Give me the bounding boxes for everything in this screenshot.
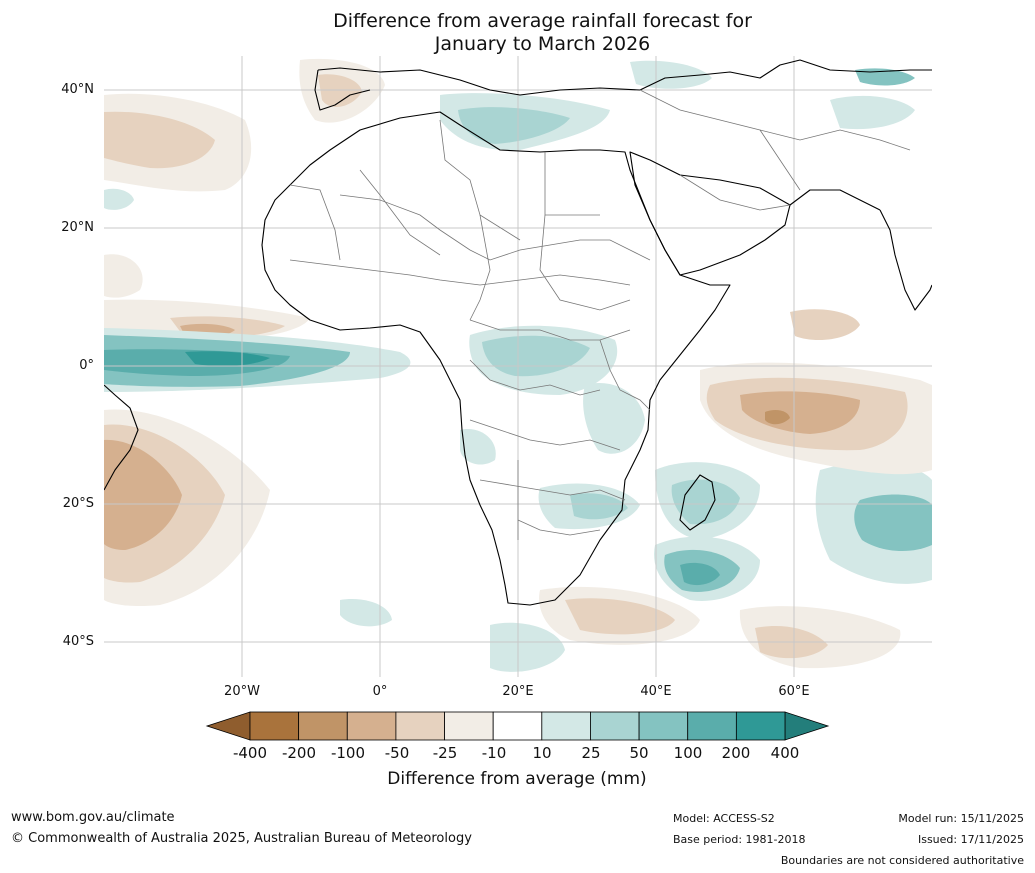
border-angola-zambia <box>469 419 621 451</box>
border-southern-africa <box>479 479 626 501</box>
border-central-africa <box>469 319 631 341</box>
legend-color-swatch <box>298 711 348 741</box>
wet-patch-south-atlantic <box>340 599 392 627</box>
footer-issued: Issued: 17/11/2025 <box>917 833 1024 846</box>
legend-level-label: -50 <box>384 744 410 762</box>
lat-label-40n: 40°N <box>61 82 94 97</box>
coastlines <box>104 59 932 606</box>
wet-zone-caspian <box>830 95 915 130</box>
legend-color-swatch <box>492 711 543 741</box>
lon-label-40e: 40°E <box>640 684 672 699</box>
legend-title: Difference from average (mm) <box>387 769 647 789</box>
coastline-persian-gulf <box>789 189 881 211</box>
wet-zone-south-indian-core <box>680 562 720 586</box>
lat-label-20s: 20°S <box>62 496 94 511</box>
dry-patch-arabian-sea <box>790 309 860 341</box>
legend-level-label: 25 <box>581 744 601 762</box>
dry-zone-iberia-inner <box>318 74 362 107</box>
coastline-europe-south <box>317 59 932 96</box>
lon-label-20e: 20°E <box>502 684 534 699</box>
footer-model: Model: ACCESS-S2 <box>673 812 775 825</box>
wet-zone-east-africa <box>583 383 645 454</box>
dry-zone-north-atlantic-inner <box>104 111 215 169</box>
dry-zone-west-atlantic-belt <box>104 254 143 298</box>
coastline-india <box>879 209 932 311</box>
legend-color-swatch <box>638 711 689 741</box>
legend-level-label: -10 <box>481 744 507 762</box>
legend-colorbar <box>205 711 830 741</box>
wet-band-equatorial-atlantic-core <box>185 351 270 366</box>
border-iraq-iran <box>759 129 801 191</box>
dry-zone-southern-ocean-inner <box>565 598 675 635</box>
coastline-africa <box>261 111 731 606</box>
border-south-africa <box>517 519 601 536</box>
map-title: Difference from average rainfall forecas… <box>0 10 1035 56</box>
footer-copyright: © Commonwealth of Australia 2025, Austra… <box>11 831 472 846</box>
legend-color-swatch <box>590 711 640 741</box>
border-algeria-libya <box>439 119 521 241</box>
legend-color-swatch <box>444 711 494 741</box>
border-east-africa <box>599 339 651 411</box>
lon-label-20w: 20°W <box>224 684 260 699</box>
graticule <box>104 56 932 677</box>
coastline-arabia <box>629 151 791 276</box>
wet-zone-mediterranean-inner <box>458 107 570 144</box>
lon-label-0e: 0° <box>372 684 388 699</box>
map-title-line1: Difference from average rainfall forecas… <box>333 10 752 32</box>
border-north-africa <box>339 194 651 261</box>
border-sudan <box>539 214 631 311</box>
legend-level-label: 400 <box>770 744 800 762</box>
legend-under-arrow <box>205 711 251 741</box>
legend-level-label: -400 <box>232 744 268 762</box>
lat-label-40s: 40°S <box>62 634 94 649</box>
border-algeria-mali <box>359 169 441 256</box>
legend-color-swatch <box>346 711 397 741</box>
coastline-madagascar <box>679 474 716 531</box>
wet-zone-southern-ocean <box>490 622 565 672</box>
footer-website: www.bom.gov.au/climate <box>11 810 175 825</box>
footer-base-period: Base period: 1981-2018 <box>673 833 806 846</box>
border-mauritania <box>289 184 341 261</box>
legend-level-label: -200 <box>281 744 317 762</box>
legend-color-swatch <box>541 711 591 741</box>
legend-color-swatch <box>735 711 786 741</box>
legend-over-arrow <box>784 711 830 741</box>
anomaly-shading <box>104 58 932 672</box>
border-middle-east <box>639 89 911 151</box>
legend-level-label: 200 <box>721 744 751 762</box>
wet-zone-southern-africa-inner <box>570 493 628 520</box>
wet-zone-black-sea <box>630 60 712 89</box>
footer-disclaimer: Boundaries are not considered authoritat… <box>780 854 1024 867</box>
legend-color-swatch <box>249 711 300 741</box>
legend-level-label: -25 <box>432 744 458 762</box>
border-sahel <box>289 259 631 286</box>
wet-zone-angola <box>460 429 496 465</box>
dry-zone-south-atlantic-core <box>104 439 182 550</box>
legend-level-label: 50 <box>629 744 649 762</box>
border-congo <box>469 359 601 396</box>
border-chad <box>469 214 491 321</box>
country-borders <box>289 89 911 540</box>
lat-label-20n: 20°N <box>61 220 94 235</box>
legend-level-label: 100 <box>673 744 703 762</box>
footer-model-run: Model run: 15/11/2025 <box>898 812 1024 825</box>
legend-level-label: -100 <box>330 744 366 762</box>
legend-color-swatch <box>395 711 445 741</box>
legend-level-label: 10 <box>532 744 552 762</box>
wet-zone-east-indian-mid <box>854 494 932 552</box>
lon-label-60e: 60°E <box>778 684 810 699</box>
lat-label-equator: 0° <box>79 358 94 373</box>
legend-color-swatch <box>687 711 737 741</box>
coastline-iberia <box>314 69 371 111</box>
wet-patch-canary <box>104 188 134 210</box>
wet-zone-caspian-inner <box>855 68 915 86</box>
dry-zone-indian-ocean-peak <box>765 410 790 425</box>
border-saudi <box>679 174 791 211</box>
map-title-line2: January to March 2026 <box>434 33 651 55</box>
coastline-south-america <box>104 384 139 491</box>
